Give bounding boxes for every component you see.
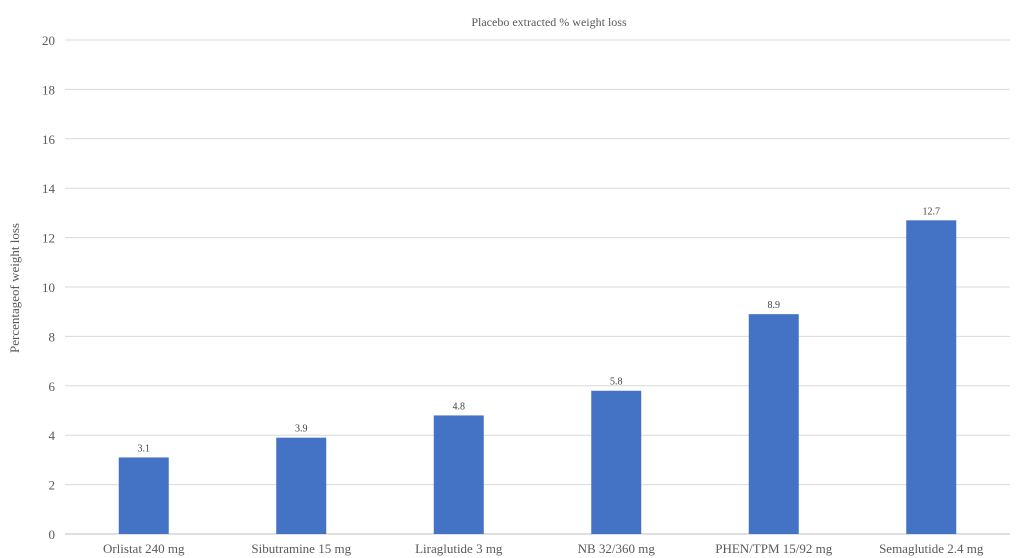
y-tick-label: 0	[49, 527, 56, 542]
y-tick-label: 4	[49, 428, 56, 443]
y-tick-label: 12	[42, 231, 55, 246]
x-tick-label: Orlistat 240 mg	[103, 541, 185, 556]
data-label: 5.8	[610, 377, 623, 388]
data-label: 8.9	[768, 300, 781, 311]
y-tick-label: 2	[49, 478, 56, 493]
y-tick-label: 10	[42, 280, 55, 295]
x-tick-label: NB 32/360 mg	[578, 541, 656, 556]
y-tick-label: 16	[42, 132, 56, 147]
x-tick-label: Sibutramine 15 mg	[251, 541, 351, 556]
gridlines	[65, 40, 1010, 534]
bar	[119, 457, 169, 534]
bar	[906, 220, 956, 534]
data-labels: 3.1 3.9 4.8 5.8 8.9 12.7	[138, 206, 941, 454]
data-label: 4.8	[453, 401, 466, 412]
data-label: 12.7	[923, 206, 941, 217]
chart-title: Placebo extracted % weight loss	[471, 15, 627, 29]
bars	[119, 220, 957, 534]
bar	[749, 314, 799, 534]
data-label: 3.1	[138, 443, 151, 454]
y-tick-label: 18	[42, 82, 55, 97]
x-axis-ticks: Orlistat 240 mg Sibutramine 15 mg Liraglut…	[103, 541, 984, 556]
x-tick-label: Semaglutide 2.4 mg	[879, 541, 984, 556]
x-tick-label: Liraglutide 3 mg	[415, 541, 503, 556]
y-tick-label: 20	[42, 33, 55, 48]
data-label: 3.9	[295, 424, 308, 435]
y-axis-title: Percentageof weight loss	[7, 223, 22, 353]
bar	[434, 415, 484, 534]
bar	[591, 391, 641, 534]
x-tick-label: PHEN/TPM 15/92 mg	[715, 541, 833, 556]
y-axis-ticks: 0 2 4 6 8 10 12 14 16 18 20	[42, 33, 56, 542]
y-tick-label: 14	[42, 181, 56, 196]
y-tick-label: 8	[49, 329, 56, 344]
y-tick-label: 6	[49, 379, 56, 394]
bar	[276, 438, 326, 534]
